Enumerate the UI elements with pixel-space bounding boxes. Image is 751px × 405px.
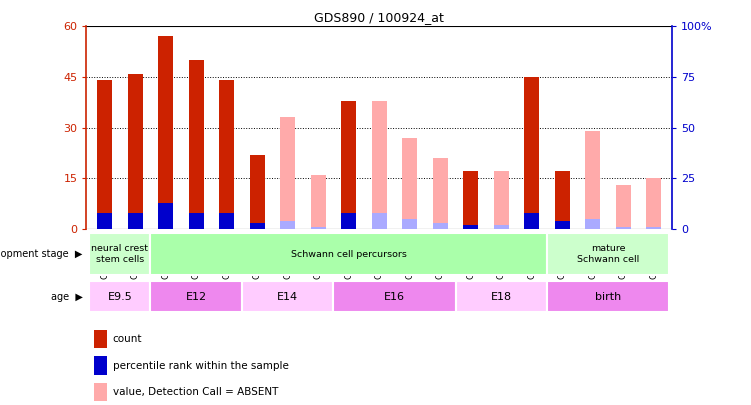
Bar <box>524 77 539 229</box>
Bar <box>341 213 357 229</box>
Bar <box>89 281 150 312</box>
Text: value, Detection Call = ABSENT: value, Detection Call = ABSENT <box>113 387 278 397</box>
Bar <box>402 138 418 229</box>
Bar <box>341 100 357 229</box>
Text: Schwann cell percursors: Schwann cell percursors <box>291 249 407 259</box>
Text: birth: birth <box>595 292 621 302</box>
Bar <box>616 185 631 229</box>
Title: GDS890 / 100924_at: GDS890 / 100924_at <box>315 11 444 24</box>
Bar <box>242 281 333 312</box>
Bar <box>456 281 547 312</box>
Bar <box>547 233 669 275</box>
Bar <box>616 227 631 229</box>
Bar <box>333 281 456 312</box>
Text: count: count <box>113 334 142 344</box>
Text: development stage  ▶: development stage ▶ <box>0 249 83 259</box>
Bar <box>555 221 570 229</box>
Text: E12: E12 <box>185 292 207 302</box>
Text: E16: E16 <box>384 292 405 302</box>
Text: neural crest
stem cells: neural crest stem cells <box>92 245 149 264</box>
Bar <box>585 219 601 229</box>
Bar <box>463 225 478 229</box>
Bar <box>89 233 150 275</box>
Bar <box>311 175 326 229</box>
Bar <box>646 178 662 229</box>
Bar <box>150 281 242 312</box>
Bar <box>280 117 295 229</box>
Text: E18: E18 <box>490 292 512 302</box>
Text: E14: E14 <box>277 292 298 302</box>
Bar <box>646 227 662 229</box>
Bar <box>372 213 387 229</box>
Bar <box>585 131 601 229</box>
Text: age  ▶: age ▶ <box>51 292 83 302</box>
Bar <box>249 155 265 229</box>
Bar <box>555 171 570 229</box>
Bar <box>433 223 448 229</box>
Text: percentile rank within the sample: percentile rank within the sample <box>113 360 288 371</box>
Bar <box>189 60 204 229</box>
Bar <box>402 219 418 229</box>
Bar <box>128 213 143 229</box>
Bar <box>150 233 547 275</box>
Bar <box>158 36 173 229</box>
Bar <box>547 281 669 312</box>
Bar <box>311 227 326 229</box>
Bar <box>372 100 387 229</box>
Bar <box>219 213 234 229</box>
Bar <box>158 202 173 229</box>
Bar <box>463 171 478 229</box>
Text: mature
Schwann cell: mature Schwann cell <box>577 245 639 264</box>
Bar <box>493 171 509 229</box>
Bar <box>280 221 295 229</box>
Bar <box>97 213 113 229</box>
Bar <box>433 158 448 229</box>
Bar <box>189 213 204 229</box>
Bar <box>219 80 234 229</box>
Bar <box>493 225 509 229</box>
Bar <box>128 74 143 229</box>
Bar <box>249 223 265 229</box>
Bar <box>524 213 539 229</box>
Text: E9.5: E9.5 <box>107 292 132 302</box>
Bar <box>97 80 113 229</box>
